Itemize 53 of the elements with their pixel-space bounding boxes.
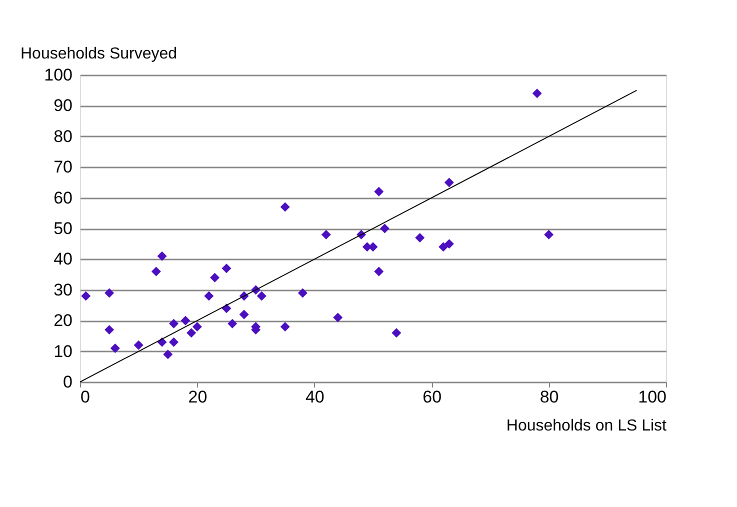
y-tick-label: 70 — [54, 158, 72, 177]
x-tick-label: 60 — [422, 388, 442, 406]
point — [321, 230, 331, 240]
x-tick-label: 20 — [188, 388, 208, 406]
point — [180, 316, 190, 326]
x-axis-title: Households on LS List — [506, 418, 668, 434]
point — [392, 328, 402, 338]
y-tick-label: 10 — [54, 342, 72, 361]
point — [192, 322, 202, 332]
y-tick-label: 0 — [63, 372, 72, 392]
y-tick-label: 40 — [54, 250, 72, 269]
y-tick-label: 60 — [54, 188, 72, 208]
point — [169, 318, 179, 328]
x-tick-label: 0 — [80, 388, 90, 406]
point — [415, 232, 425, 242]
point — [104, 288, 114, 298]
point — [438, 242, 448, 252]
point — [374, 266, 384, 276]
point — [280, 322, 290, 332]
point — [544, 230, 554, 240]
y-tick-label: 90 — [54, 96, 72, 116]
x-tick-label: 80 — [540, 388, 559, 406]
point — [110, 343, 120, 353]
point — [134, 340, 144, 350]
point — [157, 251, 167, 261]
point — [222, 264, 232, 274]
y-axis-title: Households Surveyed — [20, 46, 178, 62]
point — [374, 186, 384, 196]
point — [81, 291, 91, 301]
point — [228, 318, 238, 328]
y-tick-label: 30 — [54, 280, 72, 300]
point — [532, 88, 542, 98]
point — [151, 266, 161, 276]
x-tick-label: 40 — [305, 388, 324, 406]
point — [256, 291, 266, 301]
point — [239, 310, 249, 320]
point — [298, 288, 308, 298]
point — [280, 202, 290, 212]
point — [186, 328, 196, 338]
point — [169, 337, 179, 347]
point — [210, 272, 220, 282]
point — [444, 178, 454, 188]
y-tick-label: 100 — [44, 66, 72, 84]
y-tick-label: 80 — [54, 126, 72, 146]
point — [380, 224, 390, 234]
point — [163, 350, 173, 360]
point — [333, 312, 343, 322]
y-tick-label: 20 — [54, 311, 72, 330]
y-tick-label: 50 — [54, 219, 72, 238]
point — [444, 239, 454, 249]
x-tick-label: 100 — [638, 388, 666, 406]
point — [204, 291, 214, 301]
point — [104, 325, 114, 335]
